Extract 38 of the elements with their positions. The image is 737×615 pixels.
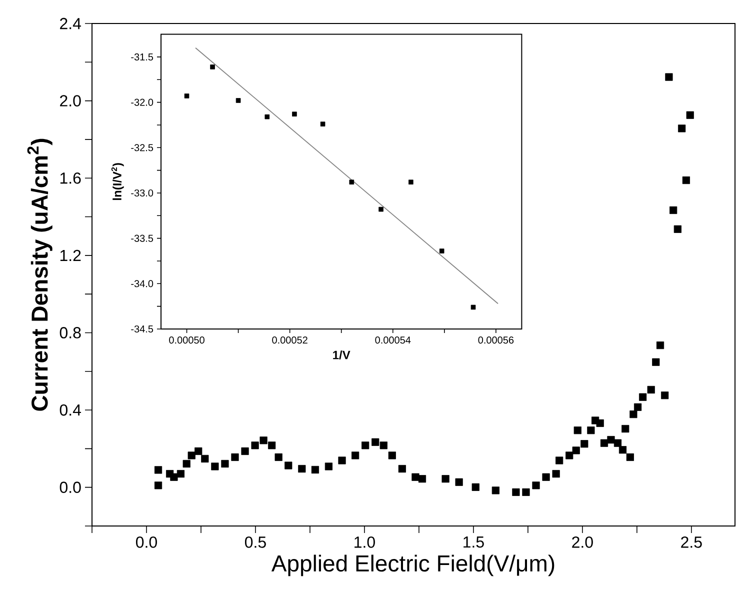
y-tick-label: 1.2 <box>60 250 81 261</box>
y-tick-label: 0.8 <box>60 327 81 338</box>
point <box>264 114 270 120</box>
y-axis-title: ln(I/V$^{2}$) <box>111 163 124 200</box>
point <box>210 64 215 70</box>
x-tick-label: 2.0 <box>572 536 593 548</box>
y-tick-label: 1.6 <box>60 172 81 184</box>
x-tick-label: 0.00050 <box>169 336 204 344</box>
x-tick-label: 1.5 <box>464 536 484 548</box>
y-tick-label: -32.5 <box>131 144 154 152</box>
y-tick-label: 0.0 <box>60 482 81 493</box>
y-tick-label: 0.4 <box>60 404 81 416</box>
x-tick-label: 0.00056 <box>478 336 514 344</box>
point <box>408 180 414 184</box>
x-tick-label: 0.5 <box>244 536 266 548</box>
y-tick-label: -33.0 <box>131 189 154 197</box>
point <box>236 98 241 103</box>
x-tick-label: 1.0 <box>354 536 375 548</box>
x-tick-label: 0.00054 <box>375 336 411 344</box>
x-tick-label: 0.00052 <box>272 336 308 344</box>
y-tick-label: -34.5 <box>131 325 154 333</box>
point <box>378 206 384 212</box>
point <box>439 248 444 254</box>
x-axis-title: 1/V <box>333 350 350 360</box>
y-tick-label: 2.4 <box>60 18 81 30</box>
point <box>470 304 476 310</box>
y-tick-label: -34.0 <box>131 280 154 288</box>
point <box>292 112 297 116</box>
point <box>184 94 190 98</box>
y-tick-label: -32.0 <box>131 98 154 106</box>
point <box>349 180 354 184</box>
y-tick-label: -31.5 <box>131 53 154 60</box>
y-axis-title: Current Density (uA/cm$^{2}$) <box>27 138 52 411</box>
x-axis-title: Applied Electric Field(V/μm) <box>271 554 554 576</box>
point <box>320 122 326 126</box>
y-tick-label: -33.5 <box>131 234 154 242</box>
y-tick-label: 2.0 <box>60 95 81 106</box>
x-tick-label: 2.5 <box>681 536 702 548</box>
